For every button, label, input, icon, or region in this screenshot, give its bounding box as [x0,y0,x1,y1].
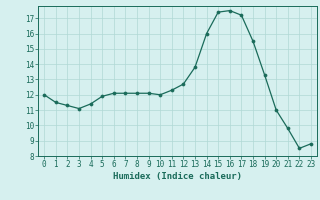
X-axis label: Humidex (Indice chaleur): Humidex (Indice chaleur) [113,172,242,181]
